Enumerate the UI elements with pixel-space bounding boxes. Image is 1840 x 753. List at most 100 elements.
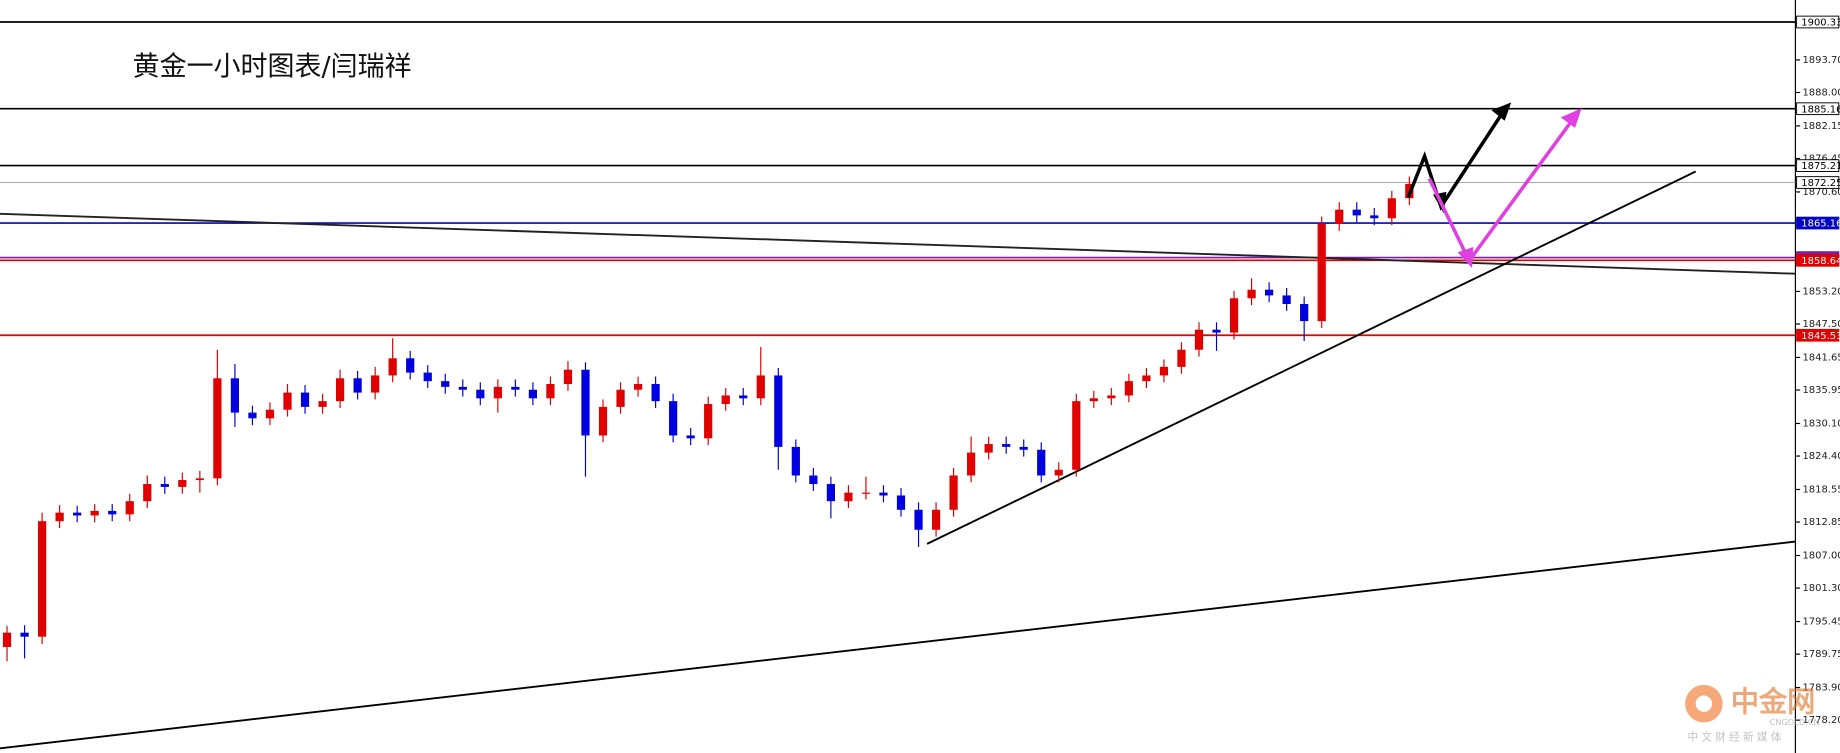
candle-body	[1317, 223, 1326, 322]
chart-title: 黄金一小时图表/闫瑞祥	[133, 52, 412, 83]
level-label: 1885.16	[1801, 104, 1840, 115]
trend-line	[926, 170, 1697, 545]
candle-body	[388, 358, 397, 376]
candle-body	[967, 452, 976, 476]
candle-body	[1282, 295, 1291, 304]
candle-body	[353, 378, 362, 393]
candle-body	[1089, 398, 1098, 402]
candle-body	[1212, 329, 1221, 333]
candle-body	[55, 512, 64, 522]
candle-body	[528, 389, 538, 399]
candle-body	[406, 358, 415, 373]
candle-body	[563, 369, 573, 385]
candle-body	[1229, 298, 1239, 333]
y-tick-label: 1882.15	[1802, 121, 1840, 132]
candle-body	[616, 389, 625, 407]
y-tick-label: 1853.20	[1802, 286, 1840, 297]
candle-body	[1177, 349, 1186, 367]
y-tick-label: 1812.85	[1802, 517, 1840, 528]
candle-body	[1072, 401, 1081, 470]
candle-body	[213, 378, 222, 479]
y-tick-label: 1818.55	[1802, 484, 1840, 495]
candle-body	[651, 384, 660, 402]
candle-body	[844, 492, 853, 502]
y-tick-label: 1830.10	[1802, 418, 1840, 429]
level-label: 1872.25	[1801, 178, 1840, 189]
candle-body	[581, 369, 590, 436]
y-tick-label: 1888.00	[1802, 87, 1840, 98]
y-tick-label: 1801.30	[1802, 583, 1840, 594]
arrow-head	[1491, 102, 1512, 121]
level-label-box	[1796, 176, 1840, 189]
candle-body	[423, 372, 432, 382]
candle-body	[809, 475, 818, 485]
candle-body	[335, 378, 345, 402]
candle-body	[160, 484, 169, 487]
arrow-head	[1457, 247, 1474, 269]
candle-body	[493, 386, 502, 399]
y-tick-label: 1847.50	[1802, 319, 1840, 330]
forecast-arrows	[1406, 102, 1582, 269]
candle-body	[1300, 303, 1309, 322]
level-label: 1865.16	[1801, 219, 1840, 230]
candle-body	[283, 392, 292, 410]
candle-body	[1370, 215, 1379, 219]
y-tick-label: 1870.60	[1802, 187, 1840, 198]
level-label: 1900.33	[1801, 18, 1840, 29]
axis-labels: 1893.70 1888.00 1882.15 1876.45 1870.60 1853.…	[1795, 15, 1840, 726]
watermark-site: CNGOLD.CN	[1770, 717, 1820, 727]
candle-body	[739, 395, 748, 399]
y-tick-label: 1807.00	[1802, 551, 1840, 562]
candle-body	[1194, 329, 1204, 350]
candle-body	[1352, 209, 1361, 216]
arrow-head	[1560, 108, 1582, 128]
candle-body	[1142, 375, 1151, 382]
y-tick-label: 1795.45	[1802, 617, 1840, 628]
candle-body	[756, 375, 765, 399]
candle-body	[896, 495, 906, 510]
candle-body	[1124, 381, 1133, 396]
candle-body	[669, 401, 678, 436]
y-tick-label: 1783.90	[1802, 683, 1840, 694]
candle-body	[230, 378, 240, 413]
trend-line	[0, 540, 1796, 750]
candle-body	[125, 501, 134, 515]
candle-body	[73, 512, 82, 516]
level-label: 1875.21	[1801, 161, 1840, 172]
level-label-box	[1796, 15, 1840, 29]
candle-body	[1159, 366, 1169, 376]
y-tick-label: 1835.95	[1802, 385, 1840, 396]
candle-body	[704, 404, 713, 439]
candle-body	[1054, 469, 1063, 476]
candle-body	[300, 392, 310, 407]
candle-body	[1019, 446, 1028, 450]
candle-body	[1037, 449, 1046, 476]
watermark-logo	[1695, 695, 1713, 712]
candle-body	[633, 384, 643, 390]
level-label-box	[1796, 328, 1840, 342]
candle-body	[598, 406, 608, 436]
candle-body	[2, 632, 12, 647]
candle-body	[318, 401, 327, 407]
candle-body	[265, 409, 275, 419]
trend-line	[0, 212, 1796, 275]
y-tick-label: 1876.45	[1802, 154, 1840, 165]
candle-body	[931, 509, 941, 530]
candle-body	[826, 484, 835, 502]
candle-body	[721, 395, 730, 405]
watermark-brand: 中金网	[1731, 686, 1815, 719]
candle-body	[195, 478, 204, 481]
y-tick-label: 1893.70	[1802, 55, 1840, 66]
candle-body	[441, 381, 450, 387]
candle-body	[248, 412, 257, 419]
candle-body	[476, 389, 485, 399]
candle-body	[108, 510, 117, 515]
candle-body	[143, 484, 152, 502]
y-tick-label: 1778.20	[1802, 715, 1840, 726]
level-label: 1845.53	[1801, 331, 1840, 342]
watermark: 中金网 CNGOLD.CN 中 文 财 经 新 媒 体	[1685, 684, 1820, 744]
y-tick-label: 1841.65	[1802, 352, 1840, 363]
candle-body	[371, 375, 380, 393]
candle-body	[37, 521, 47, 637]
